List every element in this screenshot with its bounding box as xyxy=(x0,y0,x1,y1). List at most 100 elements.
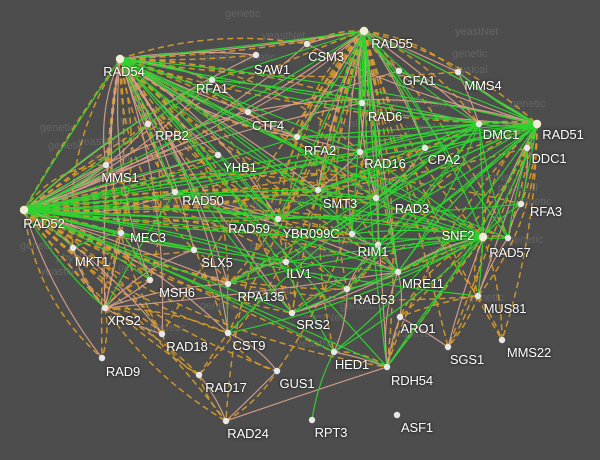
graph-edge xyxy=(147,79,213,125)
graph-edge xyxy=(247,111,298,138)
graph-edge xyxy=(23,136,298,211)
graph-node-rad54[interactable] xyxy=(115,54,125,64)
graph-node-rad55[interactable] xyxy=(359,26,369,36)
graph-node-rad17[interactable] xyxy=(195,371,203,379)
graph-node-mus81[interactable] xyxy=(474,292,482,300)
graph-node-cpa2[interactable] xyxy=(421,144,429,152)
graph-edge xyxy=(363,30,538,125)
graph-edge xyxy=(399,316,449,348)
graph-node-hed1[interactable] xyxy=(330,348,338,356)
graph-node-rfa1[interactable] xyxy=(208,76,216,84)
graph-node-rfa3[interactable] xyxy=(517,200,525,208)
graph-node-rad53[interactable] xyxy=(343,285,351,293)
graph-edge xyxy=(72,247,106,309)
graph-node-ddc1[interactable] xyxy=(523,144,531,152)
graph-node-gus1[interactable] xyxy=(273,367,281,375)
graph-edge xyxy=(285,236,484,263)
graph-edge xyxy=(23,154,219,211)
graph-node-rad51[interactable] xyxy=(532,119,542,129)
graph-edge xyxy=(226,283,229,334)
graph-edge xyxy=(473,236,484,297)
graph-edge xyxy=(23,164,107,211)
graph-node-ilv1[interactable] xyxy=(282,258,290,266)
graph-node-smt3[interactable] xyxy=(314,186,322,194)
graph-node-mms1[interactable] xyxy=(102,161,110,169)
graph-node-rad50[interactable] xyxy=(171,188,179,196)
graph-node-aro1[interactable] xyxy=(396,313,404,321)
graph-edge xyxy=(119,58,509,239)
graph-edge xyxy=(23,209,103,359)
graph-node-rad3[interactable] xyxy=(372,194,380,202)
graph-edge xyxy=(23,209,74,249)
graph-edge xyxy=(359,151,484,238)
graph-edge xyxy=(104,249,195,309)
graph-node-rfa2[interactable] xyxy=(293,133,301,141)
graph-edge xyxy=(23,123,149,211)
graph-node-rpb2[interactable] xyxy=(144,120,152,128)
graph-node-csm3[interactable] xyxy=(303,40,311,48)
graph-node-slx5[interactable] xyxy=(190,246,198,254)
graph-node-rdh54[interactable] xyxy=(383,363,391,371)
graph-edge xyxy=(227,236,484,334)
graph-edge xyxy=(23,209,335,353)
graph-node-mms22[interactable] xyxy=(498,336,506,344)
graph-node-mre11[interactable] xyxy=(394,268,402,276)
graph-edge xyxy=(23,191,176,213)
graph-node-msh6[interactable] xyxy=(146,276,154,284)
graph-edge xyxy=(386,123,538,368)
graph-edge xyxy=(482,123,538,238)
graph-node-rpt3[interactable] xyxy=(308,416,316,424)
graph-edge xyxy=(23,123,149,211)
graph-edge xyxy=(23,209,348,290)
graph-node-gfa1[interactable] xyxy=(395,67,403,75)
graph-node-rad16[interactable] xyxy=(356,148,364,156)
graph-edge xyxy=(227,332,278,372)
graph-edge xyxy=(23,209,106,309)
graph-edge xyxy=(104,232,122,309)
graph-node-rad52[interactable] xyxy=(19,205,29,215)
graph-edge xyxy=(317,123,480,191)
graph-edge xyxy=(23,30,365,211)
graph-edge xyxy=(317,189,377,199)
graph-node-rad6[interactable] xyxy=(358,99,366,107)
graph-node-srs2[interactable] xyxy=(288,309,296,317)
graph-node-ybr099c[interactable] xyxy=(348,230,356,238)
graph-node-rad57[interactable] xyxy=(504,234,512,242)
graph-node-yhb1[interactable] xyxy=(214,151,222,159)
graph-edge xyxy=(72,232,122,249)
graph-node-sgs1[interactable] xyxy=(444,343,452,351)
node-group[interactable] xyxy=(19,26,542,425)
graph-node-dmc1[interactable] xyxy=(475,120,483,128)
graph-node-rim1[interactable] xyxy=(374,241,382,249)
graph-node-rad59[interactable] xyxy=(274,215,282,223)
graph-edge xyxy=(501,123,538,341)
graph-node-asf1[interactable] xyxy=(393,411,401,419)
graph-node-cst9[interactable] xyxy=(224,329,232,337)
graph-edge xyxy=(119,58,361,153)
graph-node-rad18[interactable] xyxy=(158,330,166,338)
graph-edge xyxy=(23,209,287,263)
graph-edge xyxy=(23,208,484,238)
graph-edge xyxy=(104,232,122,309)
graph-node-ctf4[interactable] xyxy=(244,108,252,116)
graph-node-rad9[interactable] xyxy=(98,354,106,362)
graph-edge xyxy=(477,236,484,297)
graph-node-rpa135[interactable] xyxy=(224,280,232,288)
graph-node-rad24[interactable] xyxy=(222,417,230,425)
graph-node-mms4[interactable] xyxy=(454,68,462,76)
graph-edge xyxy=(103,58,121,309)
graph-node-mkt1[interactable] xyxy=(69,244,77,252)
graph-node-mec3[interactable] xyxy=(117,229,125,237)
graph-node-snf2[interactable] xyxy=(478,232,488,242)
graph-edge xyxy=(119,58,538,125)
graph-edge xyxy=(23,147,426,211)
graph-edge xyxy=(104,191,176,309)
graph-edge xyxy=(119,58,298,138)
graph-edge xyxy=(333,236,484,353)
graph-node-xrs2[interactable] xyxy=(101,304,109,312)
graph-edge xyxy=(306,30,365,45)
graph-edge xyxy=(119,58,293,314)
graph-node-saw1[interactable] xyxy=(252,51,260,59)
